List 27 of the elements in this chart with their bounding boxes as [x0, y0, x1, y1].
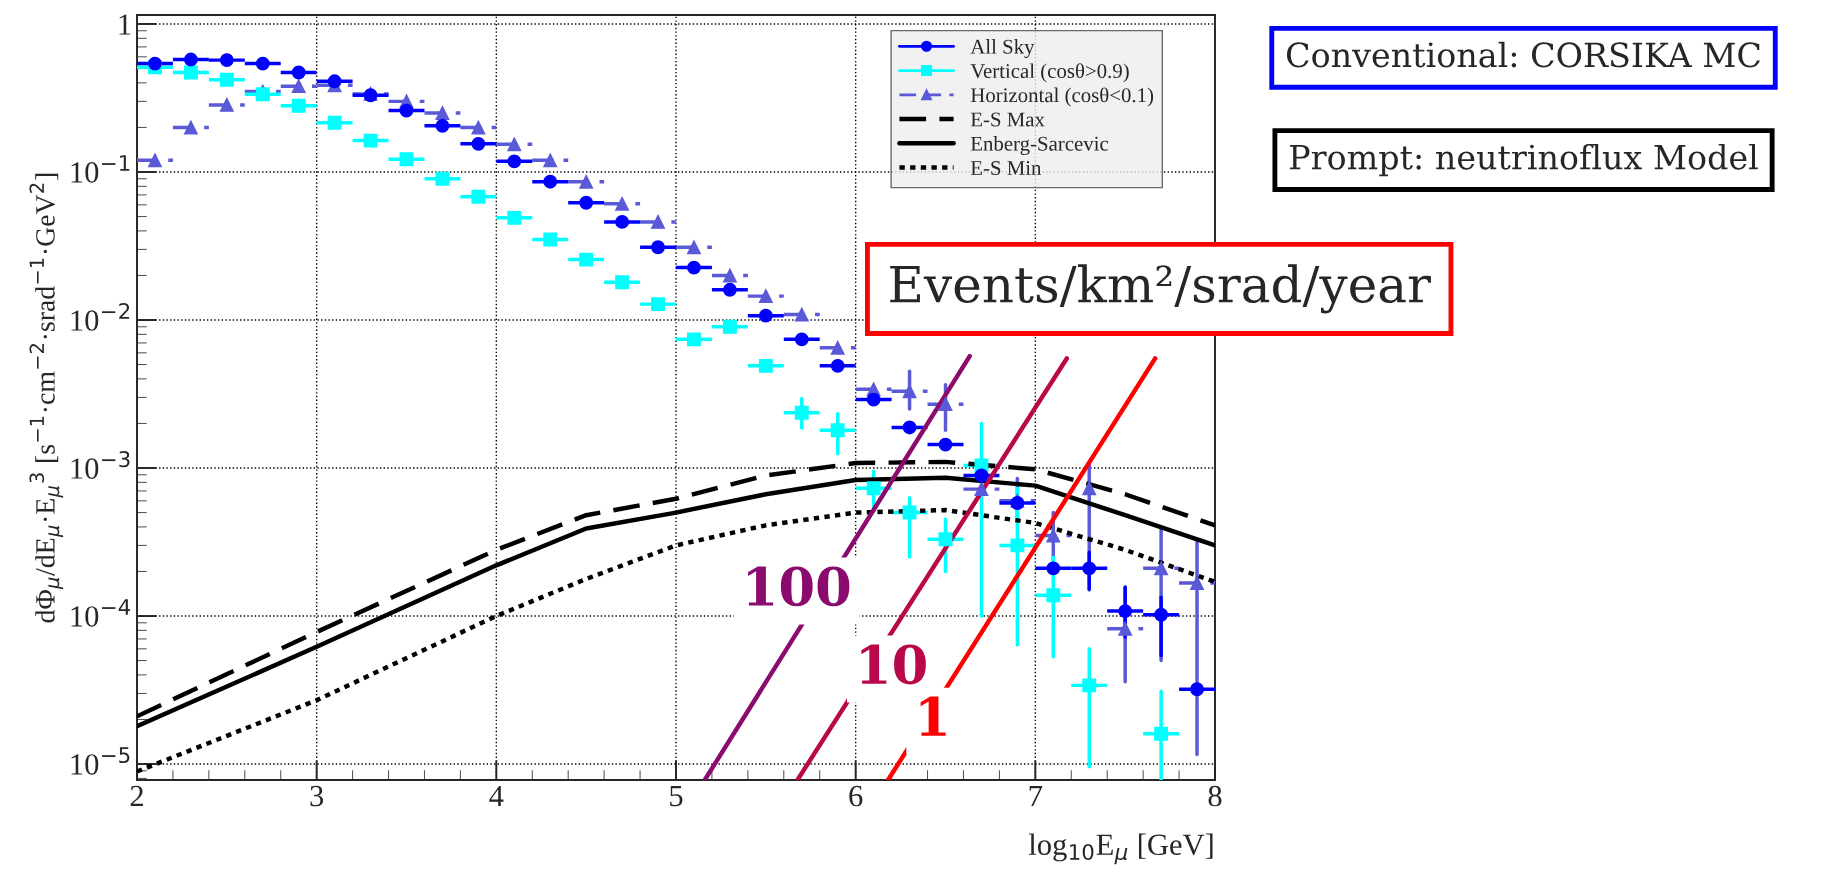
legend-label: All Sky	[970, 39, 1035, 59]
legend-label: Horizontal (cosθ<0.1)	[970, 87, 1154, 107]
x-tick-label: 2	[130, 785, 143, 807]
text: Conventional: CORSIKA MC	[1286, 41, 1760, 68]
legend-label: Enberg-Sarcevic	[970, 136, 1109, 156]
y-tick-label: 10$^{−1}$	[71, 155, 130, 183]
annotation: 10	[861, 644, 926, 685]
y-tick-label: 10$^{−2}$	[71, 303, 130, 331]
y-tick-label: 10$^{−3}$	[71, 451, 130, 479]
legend-label: Vertical (cosθ>0.9)	[970, 63, 1129, 83]
x-tick-label: 4	[489, 785, 504, 807]
x-tick-label: 8	[1208, 785, 1222, 807]
y-tick-label: 10$^{−4}$	[71, 599, 131, 627]
annotation: Events/km²/srad/year	[890, 264, 1431, 314]
y-tick-label: 1	[119, 14, 131, 35]
text: Prompt: neutrinoflux Model	[1290, 143, 1758, 177]
annotation: 100	[748, 566, 850, 607]
x-tick-label: 7	[1029, 786, 1043, 807]
y-tick-label: 10$^{−5}$	[71, 747, 130, 775]
x-axis-title: log$_{10}$E$_{μ}$ [GeV]	[1028, 833, 1213, 865]
x-tick-label: 5	[670, 786, 683, 807]
text: dΦ$_{μ}$/dE$_{μ}$·E$_{μ}$$^{3}$ [s$^{−1}$·cm$^{−2}$·srad$^{−1}$·GeV$^{2}$]	[29, 173, 64, 623]
x-tick-label: 6	[849, 785, 863, 807]
legend-label: E-S Max	[970, 112, 1045, 127]
legend-label: E-S Min	[970, 161, 1042, 176]
annotation: 1	[920, 696, 946, 736]
x-tick-label: 3	[310, 785, 324, 807]
